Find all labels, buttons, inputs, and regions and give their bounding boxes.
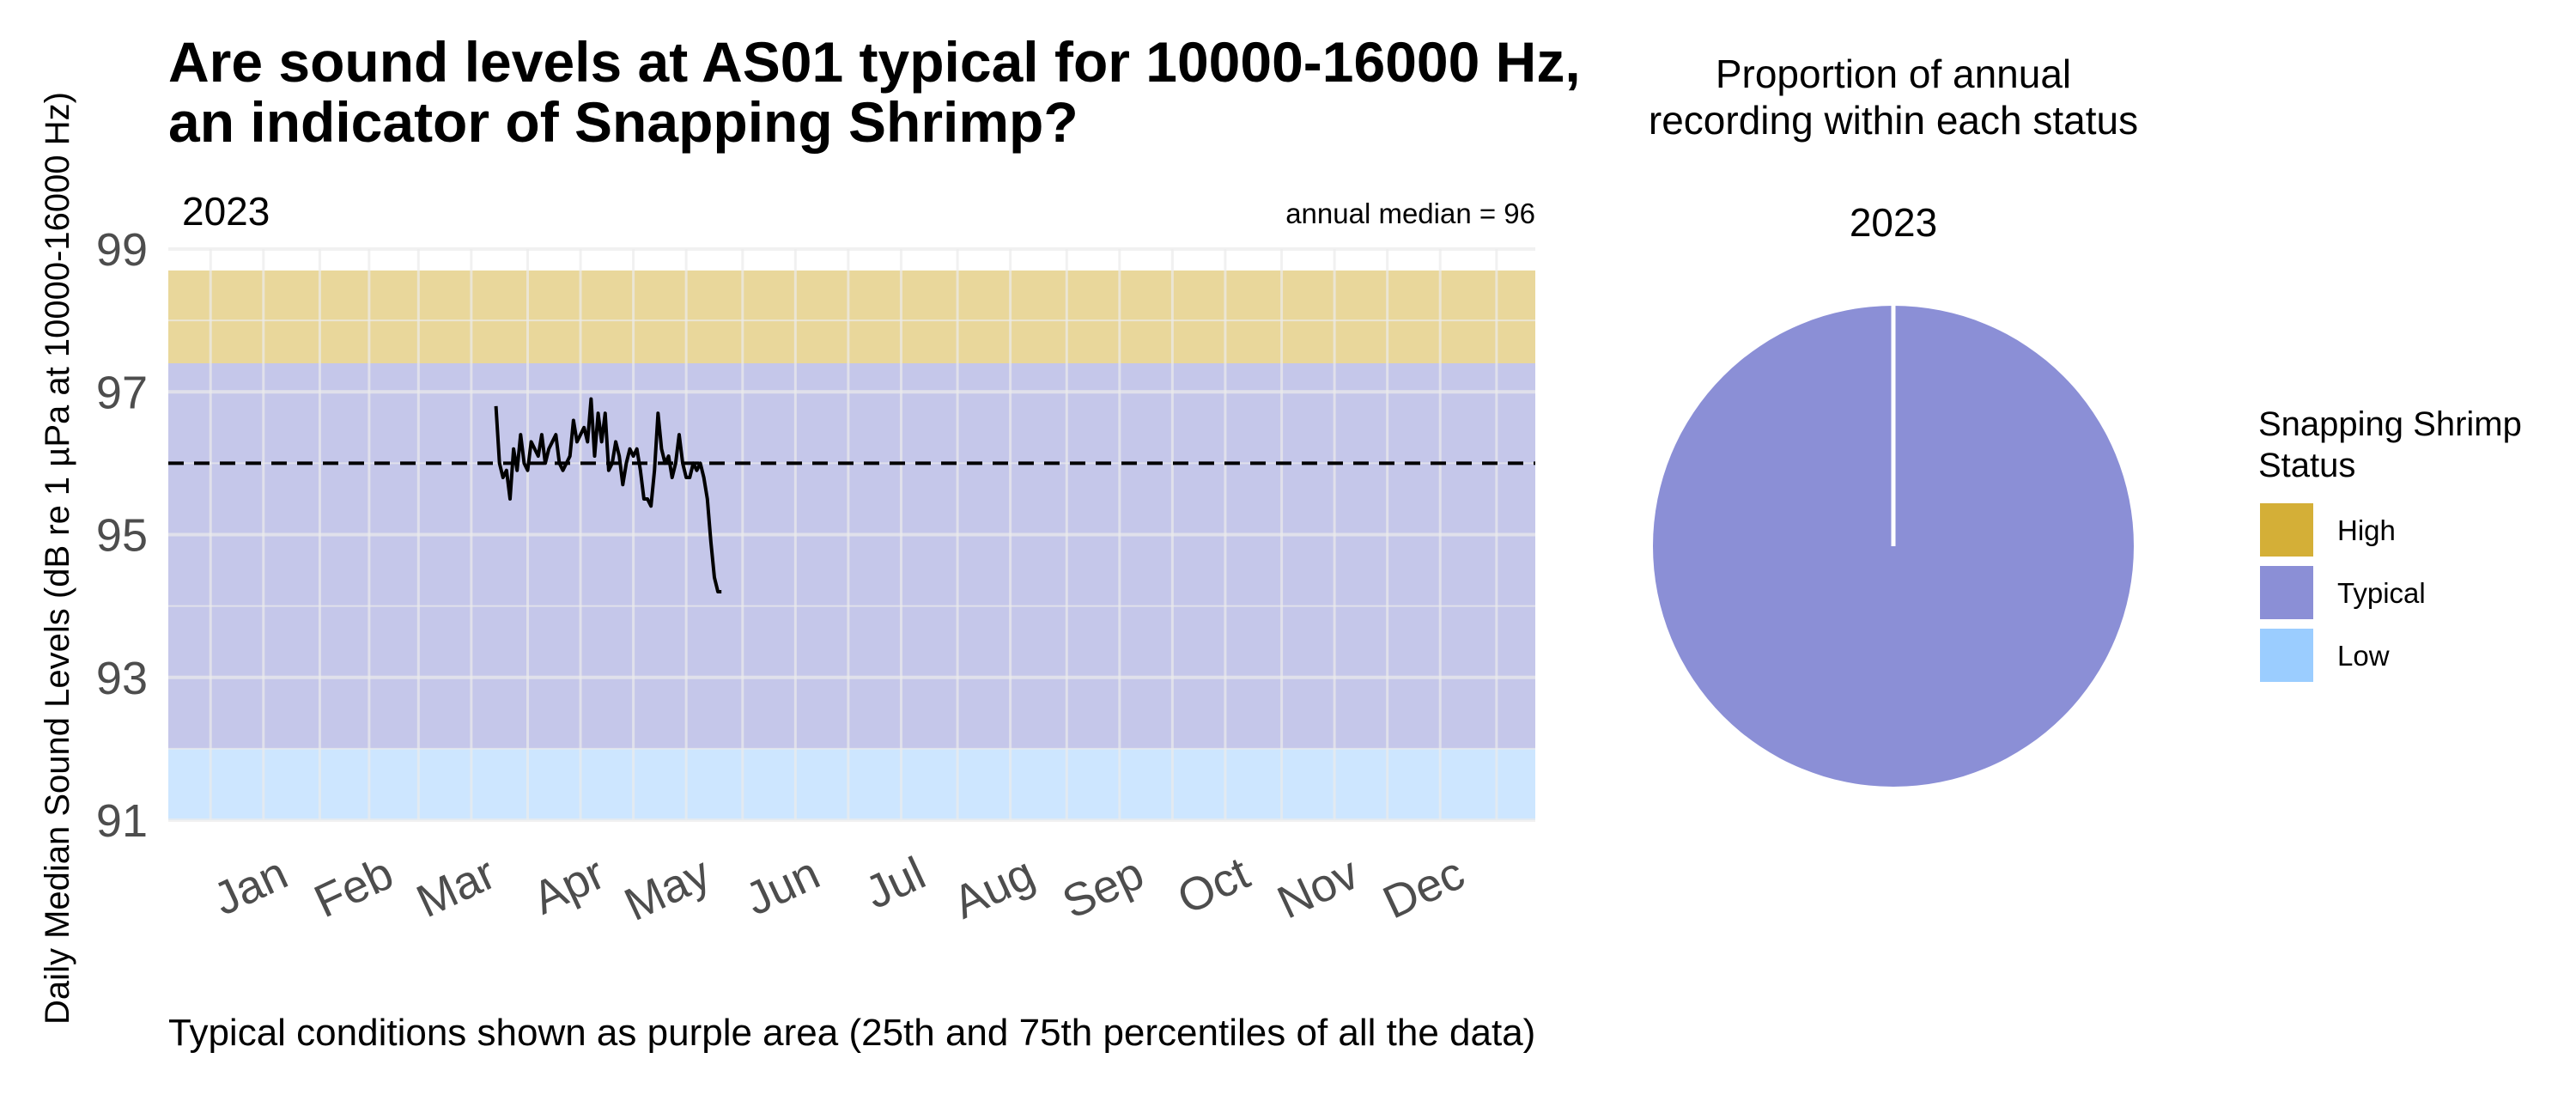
annual-median-label: annual median = 96 [1285, 198, 1535, 229]
legend-key-typical [2260, 566, 2313, 619]
x-tick-label: Aug [945, 847, 1042, 928]
x-tick-labels: Jan Feb Mar Apr May Jun Jul Aug Sep Oct Nov Dec [206, 847, 1473, 930]
legend-key-low [2260, 629, 2313, 682]
x-tick-label: Sep [1054, 847, 1151, 928]
x-tick-label: Apr [526, 847, 613, 924]
x-tick-label: Dec [1376, 847, 1472, 928]
y-tick-label: 93 [96, 653, 148, 704]
legend-entries: High Typical Low [2260, 503, 2426, 682]
y-tick-label: 97 [96, 367, 148, 418]
pie-title-line1: Proportion of annual [1716, 52, 2071, 96]
status-bands [168, 270, 1535, 820]
band-low [168, 748, 1535, 820]
chart-title-line1: Are sound levels at AS01 typical for 100… [168, 30, 1581, 94]
y-tick-labels: 91 93 95 97 99 [96, 224, 148, 847]
x-tick-label: Oct [1170, 847, 1257, 924]
x-tick-label: Mar [409, 847, 503, 928]
legend-label-low: Low [2337, 640, 2390, 672]
x-tick-label: Jan [206, 847, 295, 925]
x-tick-label: Feb [307, 847, 401, 928]
legend-title-line2: Status [2258, 447, 2355, 484]
pie-title-line2: recording within each status [1649, 98, 2138, 143]
y-axis-label: Daily Median Sound Levels (dB re 1 µPa a… [39, 92, 76, 1025]
legend-title-line1: Snapping Shrimp [2258, 405, 2522, 443]
chart-caption: Typical conditions shown as purple area … [168, 1012, 1535, 1054]
y-tick-label: 91 [96, 795, 148, 847]
chart-title-line2: an indicator of Snapping Shrimp? [168, 90, 1078, 154]
y-tick-label: 95 [96, 510, 148, 562]
series-line-2023 [494, 397, 722, 593]
x-tick-label: May [617, 847, 718, 930]
pie-chart-panel: Proportion of annual recording within ea… [1649, 52, 2138, 787]
x-tick-label: Jun [738, 847, 827, 925]
legend-key-high [2260, 503, 2313, 557]
y-tick-label: 99 [96, 224, 148, 276]
line-chart-panel: 91 93 95 97 99 Jan Feb Mar Apr May Jun Jul Aug Sep Oc… [39, 92, 1535, 1025]
pie-slices [1653, 306, 2134, 787]
legend-label-high: High [2337, 514, 2396, 546]
legend-label-typical: Typical [2337, 577, 2426, 609]
facet-label-line: 2023 [182, 189, 270, 234]
band-typical [168, 363, 1535, 749]
band-high [168, 270, 1535, 363]
facet-label-pie: 2023 [1850, 200, 1937, 245]
legend: Snapping Shrimp Status High Typical Low [2258, 405, 2522, 682]
x-tick-label: Jul [858, 847, 933, 919]
x-tick-label: Nov [1270, 847, 1366, 928]
